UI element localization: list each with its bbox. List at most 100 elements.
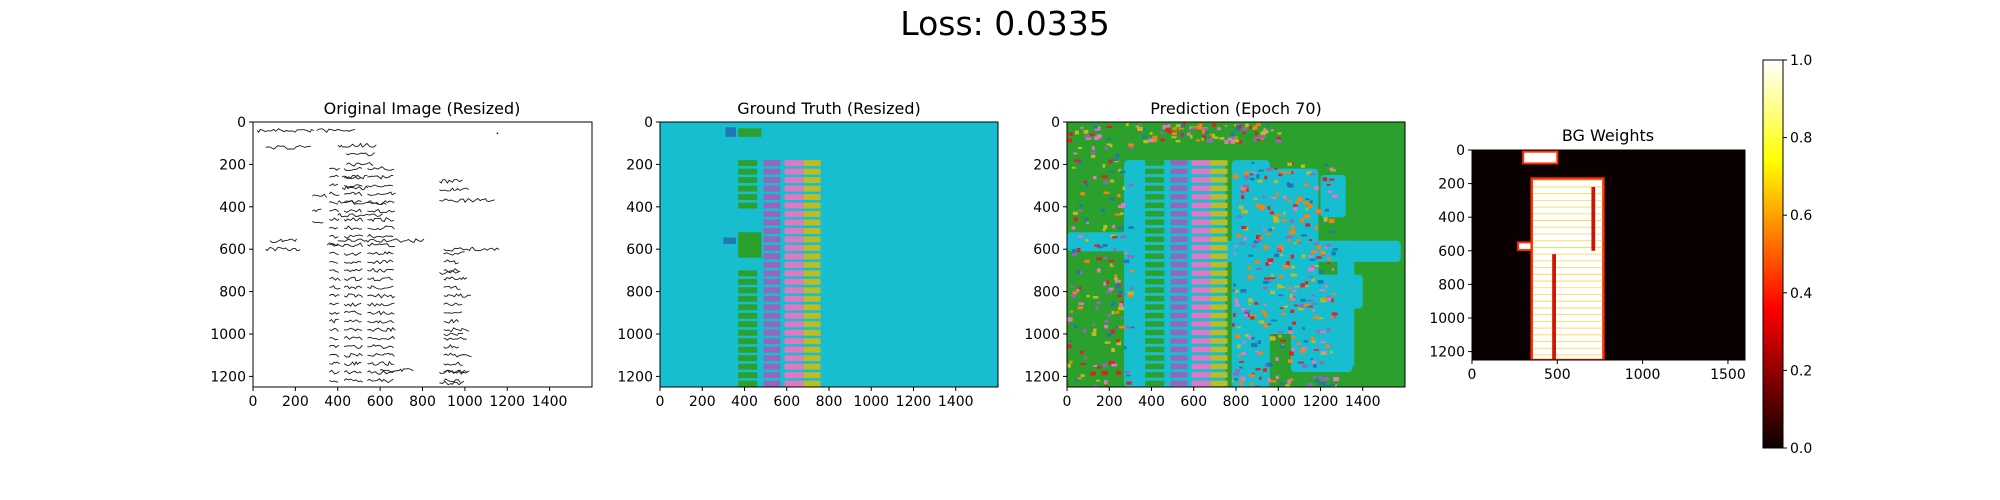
prediction-speckle xyxy=(1315,379,1320,383)
prediction-speckle xyxy=(1319,270,1324,274)
mask-cell xyxy=(763,185,781,192)
ink-stroke xyxy=(343,166,363,171)
ink-stroke xyxy=(443,361,463,366)
prediction-speckle xyxy=(1240,289,1247,293)
x-tick-label: 1200 xyxy=(896,394,932,410)
prediction-speckle xyxy=(1330,350,1333,354)
axis-ticks-bg-weights: 0 500 1000 1500 0 200 400 600 800 1000 1200 xyxy=(1429,143,1745,383)
prediction-cell xyxy=(1170,338,1188,344)
prediction-speckle xyxy=(1257,351,1263,355)
prediction-speckle xyxy=(1233,252,1237,255)
prediction-speckle xyxy=(1211,134,1216,139)
mask-cell xyxy=(784,372,804,379)
prediction-speckle xyxy=(1252,126,1257,130)
prediction-speckle xyxy=(1281,171,1288,174)
mask-cell xyxy=(803,355,821,362)
prediction-speckle xyxy=(1319,382,1324,385)
prediction-speckle xyxy=(1324,164,1328,167)
prediction-speckle xyxy=(1233,245,1238,248)
prediction-speckle xyxy=(1258,169,1264,172)
mask-cell xyxy=(763,329,781,336)
ink-stroke xyxy=(443,344,459,349)
prediction-speckle xyxy=(1291,225,1295,230)
prediction-speckle xyxy=(1117,226,1124,230)
prediction-speckle xyxy=(1067,363,1071,368)
prediction-speckle xyxy=(1270,290,1275,294)
prediction-speckle xyxy=(1102,163,1106,168)
prediction-cell xyxy=(1210,202,1228,209)
ink-stroke xyxy=(328,344,340,349)
prediction-cell xyxy=(1145,253,1165,259)
prediction-cell xyxy=(1145,363,1165,370)
prediction-cell xyxy=(1145,228,1165,234)
prediction-speckle xyxy=(1086,294,1090,298)
panel-title-original: Original Image (Resized) xyxy=(324,99,521,118)
mask-cell xyxy=(784,295,804,302)
prediction-speckle xyxy=(1254,301,1259,305)
mask-cell xyxy=(784,355,804,362)
prediction-cell xyxy=(1170,236,1188,242)
ink-stroke xyxy=(367,293,396,299)
mask-cell xyxy=(763,228,781,234)
prediction-speckle xyxy=(1108,360,1115,365)
prediction-speckle xyxy=(1230,132,1235,137)
prediction-speckle xyxy=(1253,136,1260,139)
prediction-speckle xyxy=(1274,214,1281,217)
prediction-speckle xyxy=(1282,196,1287,199)
prediction-speckle xyxy=(1240,186,1244,191)
prediction-speckle xyxy=(1217,127,1221,131)
panel-title-prediction: Prediction (Epoch 70) xyxy=(1150,99,1322,118)
prediction-speckle xyxy=(1079,204,1083,207)
prediction-speckle xyxy=(1308,239,1313,242)
prediction-speckle xyxy=(1267,206,1271,210)
y-tick-label: 800 xyxy=(219,285,246,301)
mask-cell xyxy=(763,160,781,167)
x-tick-label: 1400 xyxy=(532,394,568,410)
prediction-cell xyxy=(1191,312,1211,319)
prediction-speckle xyxy=(1069,340,1073,343)
ink-stroke xyxy=(367,378,394,384)
prediction-cell xyxy=(1191,329,1211,336)
prediction-speckle xyxy=(1287,329,1292,334)
panel-prediction: Prediction (Epoch 70) 0 200 400 600 800 1000 1… xyxy=(1024,99,1406,410)
mask-cell xyxy=(803,270,821,277)
prediction-speckle xyxy=(1209,133,1215,136)
prediction-speckle xyxy=(1248,298,1253,303)
prediction-speckle xyxy=(1097,268,1101,273)
prediction-cell xyxy=(1191,177,1211,183)
ink-stroke xyxy=(343,310,362,315)
mask-cell xyxy=(803,202,821,209)
prediction-speckle xyxy=(1327,261,1330,265)
prediction-speckle xyxy=(1108,159,1113,164)
prediction-speckle xyxy=(1120,202,1126,207)
prediction-speckle xyxy=(1320,253,1326,256)
prediction-speckle xyxy=(1322,251,1326,254)
prediction-speckle xyxy=(1245,123,1249,128)
prediction-speckle xyxy=(1240,382,1244,386)
prediction-speckle xyxy=(1244,310,1251,313)
prediction-speckle xyxy=(1255,350,1260,353)
prediction-speckle xyxy=(1297,196,1304,201)
mask-cell xyxy=(763,346,781,353)
prediction-speckle xyxy=(1313,376,1317,379)
prediction-speckle xyxy=(1314,226,1319,230)
ink-stroke xyxy=(256,128,315,133)
prediction-cell xyxy=(1210,194,1228,200)
prediction-speckle xyxy=(1253,140,1256,142)
y-tick-label: 400 xyxy=(1438,210,1465,226)
prediction-speckle xyxy=(1171,136,1177,139)
mask-cell xyxy=(738,185,758,192)
prediction-speckle xyxy=(1095,305,1099,310)
prediction-speckle xyxy=(1206,139,1213,143)
ink-stroke xyxy=(329,380,339,383)
prediction-speckle xyxy=(1116,370,1122,375)
y-tick-label: 1000 xyxy=(210,327,246,343)
prediction-speckle xyxy=(1278,275,1284,279)
prediction-speckle xyxy=(1175,124,1181,128)
prediction-cell xyxy=(1145,185,1165,192)
ink-stroke xyxy=(346,152,375,157)
prediction-cell xyxy=(1191,295,1211,302)
prediction-speckle xyxy=(1297,361,1304,364)
prediction-cell xyxy=(1191,372,1211,378)
prediction-speckle xyxy=(1104,324,1109,329)
